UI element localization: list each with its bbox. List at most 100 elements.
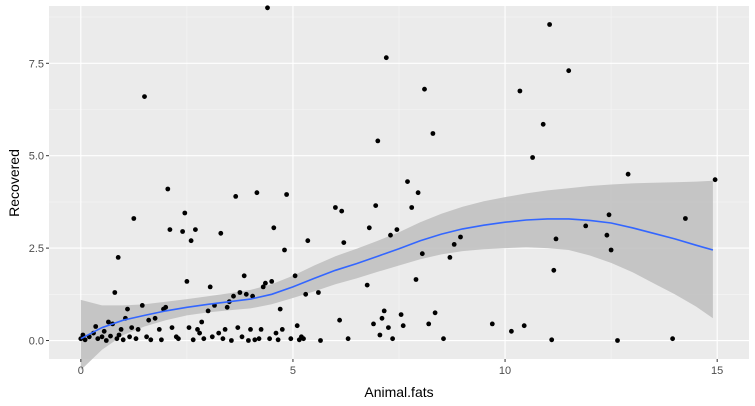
data-point (517, 88, 523, 94)
data-point (222, 327, 228, 332)
data-point (188, 238, 194, 244)
data-point (712, 177, 718, 183)
data-point (447, 255, 453, 260)
data-point (282, 247, 287, 253)
data-point (95, 336, 101, 342)
data-point (112, 290, 118, 295)
y-tick-label: 2.5 (29, 243, 44, 255)
data-point (235, 325, 241, 330)
confidence-band (80, 180, 713, 371)
data-point (118, 327, 124, 332)
data-point (267, 336, 272, 342)
data-point (120, 337, 126, 343)
y-tick-label: 5.0 (29, 151, 44, 163)
y-axis-title: Recovered (6, 149, 22, 217)
data-point (608, 247, 614, 253)
x-tick-label: 0 (78, 365, 84, 377)
data-point (135, 327, 141, 332)
data-point (305, 238, 311, 244)
data-point (292, 273, 298, 279)
data-point (169, 325, 175, 330)
data-point (318, 338, 323, 343)
data-point (182, 210, 188, 216)
data-point (303, 291, 309, 297)
data-point (201, 336, 207, 342)
data-point (115, 255, 121, 260)
data-point (233, 194, 239, 199)
data-point (566, 68, 572, 74)
data-point (265, 5, 270, 11)
data-point (163, 304, 169, 310)
data-point (220, 336, 226, 342)
data-point (430, 131, 436, 136)
x-tick-label: 5 (290, 365, 296, 377)
data-point (275, 337, 281, 343)
data-point (339, 208, 345, 214)
data-point (489, 321, 495, 327)
data-point (199, 319, 205, 325)
data-point (409, 205, 415, 210)
data-point (366, 225, 372, 231)
data-point (419, 251, 425, 257)
data-point (432, 310, 438, 316)
data-point (364, 282, 370, 288)
data-point (176, 336, 181, 342)
data-point (239, 334, 245, 340)
x-tick-label: 10 (499, 365, 511, 377)
data-point (246, 338, 251, 343)
data-point (229, 338, 234, 343)
data-point (125, 306, 130, 312)
data-point (144, 334, 150, 340)
data-point (209, 334, 215, 340)
data-point (388, 232, 393, 238)
data-point (263, 280, 268, 286)
data-point (93, 324, 99, 329)
data-point (458, 234, 463, 240)
data-point (184, 279, 190, 284)
data-point (530, 155, 535, 160)
data-point (375, 138, 381, 144)
data-point (156, 327, 162, 332)
data-point (82, 337, 88, 343)
data-point (103, 338, 109, 343)
data-point (146, 317, 152, 323)
data-point (205, 308, 211, 314)
data-point (207, 284, 213, 290)
data-point (142, 94, 147, 99)
data-point (252, 337, 258, 343)
data-point (129, 325, 135, 330)
data-point (269, 279, 275, 284)
minor-gridlines (49, 6, 749, 359)
data-point (398, 312, 404, 317)
data-point (197, 330, 203, 336)
data-point (381, 308, 387, 314)
data-point (256, 336, 262, 342)
data-point (248, 327, 253, 332)
data-point (241, 273, 247, 279)
data-point (301, 336, 306, 342)
data-point (383, 55, 389, 61)
data-point (547, 22, 552, 27)
data-point (521, 323, 527, 329)
data-point (243, 291, 249, 297)
x-axis-title: Animal.fats (364, 384, 433, 400)
data-point (101, 328, 107, 334)
x-axis: 0 5 10 15 (78, 359, 723, 377)
data-point (606, 212, 612, 218)
data-point (394, 227, 400, 233)
data-point (377, 332, 383, 338)
data-point (341, 240, 347, 246)
data-point (405, 179, 410, 185)
data-point (116, 332, 122, 338)
data-point (254, 190, 260, 196)
data-point (271, 225, 277, 231)
data-point (277, 306, 283, 312)
data-point (273, 330, 279, 336)
data-point (186, 325, 192, 330)
data-point (441, 336, 446, 342)
data-point (133, 336, 139, 342)
data-point (333, 205, 338, 210)
data-point (604, 232, 610, 238)
data-point (345, 336, 351, 342)
data-point (390, 336, 395, 342)
